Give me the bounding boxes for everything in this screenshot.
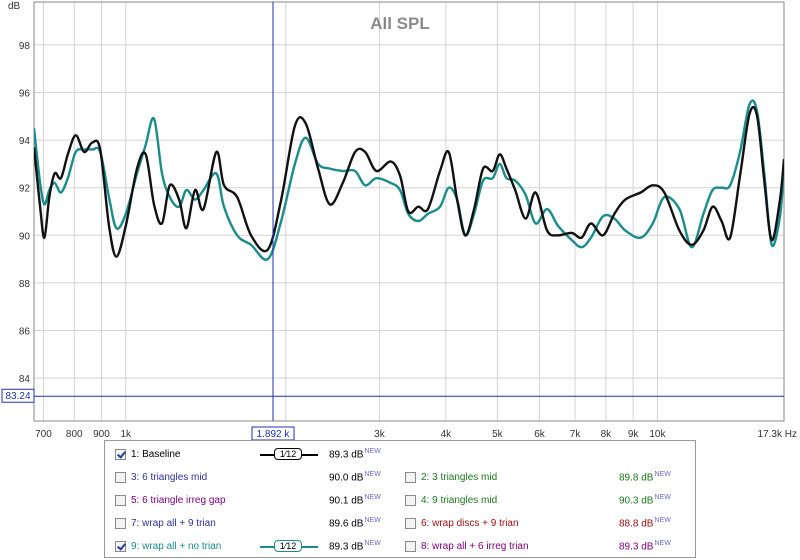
legend-checkbox[interactable] [405,517,416,529]
legend-label: 9: wrap all + no trian [131,540,222,552]
legend-checkbox[interactable] [115,540,126,552]
legend-value: 90.3 dBNEW [619,494,671,506]
x-tick-label: 10k [649,429,666,440]
new-tag: NEW [654,471,671,478]
legend-checkbox[interactable] [115,471,126,483]
y-tick-label: 98 [19,41,31,52]
legend-entry[interactable]: 1: Baseline [115,446,180,462]
smoothing-indicator[interactable]: 1⁄12 [260,448,318,460]
legend-checkbox[interactable] [405,471,416,483]
series-line-2 [34,99,784,261]
legend-value: 89.3 dBNEW [619,540,671,552]
y-tick-labels: 84 86 88 90 92 94 96 98 [19,41,31,385]
legend-label: 3: 6 triangles mid [131,471,208,483]
spl-chart[interactable]: dB All SPL 84 86 88 90 92 94 96 98 700 800 900 1k 3… [0,0,800,440]
legend-value-text: 90.1 dB [329,495,364,507]
new-tag: NEW [364,517,381,524]
legend-value-text: 90.3 dB [619,495,654,507]
legend-entry[interactable]: 7: wrap all + 9 trian [115,515,216,531]
legend-value-text: 88.8 dB [619,518,654,530]
series-line-1 [34,105,784,258]
legend-value: 90.0 dBNEW [329,471,381,483]
legend-panel: 1: Baseline 1⁄12 89.3 dBNEW 2: 3 triangles … [104,440,696,558]
cursor-frequency-box [251,426,295,440]
legend-checkbox[interactable] [115,448,126,460]
new-tag: NEW [364,540,381,547]
legend-entry[interactable]: 2: 3 triangles mid [405,469,497,485]
plot-area[interactable] [33,1,785,422]
legend-entry[interactable]: 3: 6 triangles mid [115,469,207,485]
legend-value-text: 89.3 dB [619,541,654,553]
cursor-frequency-readout: 1.892 k [257,429,291,440]
legend-entry[interactable]: 8: wrap all + 6 irreg trian [405,538,529,554]
legend-value-text: 89.3 dB [329,449,364,461]
cursor[interactable]: 1.892 k 83.24 [1,2,784,440]
y-tick-label: 90 [19,231,31,242]
x-tick-label: 1k [120,429,132,440]
new-tag: NEW [654,517,671,524]
chart-grid [34,2,784,421]
x-tick-label: 3k [374,429,386,440]
y-tick-label: 88 [19,279,31,290]
legend-checkbox[interactable] [115,517,126,529]
y-tick-label: 94 [19,136,31,147]
smoothing-label: 1⁄12 [274,540,302,552]
cursor-level-readout: 83.24 [5,391,30,402]
x-tick-label: 9k [628,429,640,440]
legend-label: 6: wrap discs + 9 trian [421,517,519,529]
legend-value: 88.8 dBNEW [619,517,671,529]
new-tag: NEW [364,494,381,501]
x-tick-label: 5k [492,429,504,440]
new-tag: NEW [364,448,381,455]
y-tick-label: 96 [19,88,31,99]
legend-label: 4: 9 triangles mid [421,494,498,506]
x-tick-label: 700 [35,429,52,440]
legend-value: 89.3 dBNEW [329,448,381,460]
chart-title: All SPL [370,14,430,33]
smoothing-indicator[interactable]: 1⁄12 [260,540,318,552]
x-tick-label: 800 [66,429,83,440]
smoothing-label: 1⁄12 [274,448,302,460]
x-tick-label: 17.3k Hz [758,429,797,440]
legend-value: 89.3 dBNEW [329,540,381,552]
legend-value: 90.1 dBNEW [329,494,381,506]
legend-label: 1: Baseline [131,448,181,460]
legend-entry[interactable]: 9: wrap all + no trian [115,538,221,554]
y-tick-label: 92 [19,184,31,195]
y-axis-label: dB [8,1,21,12]
legend-checkbox[interactable] [115,494,126,506]
series-lines [34,99,784,261]
legend-label: 7: wrap all + 9 trian [131,517,216,529]
y-tick-label: 86 [19,327,31,338]
legend-value-text: 89.3 dB [329,541,364,553]
legend-value-text: 90.0 dB [329,472,364,484]
x-tick-labels: 700 800 900 1k 3k 4k 5k 6k 7k 8k 9k 10k 17.3k Hz [35,429,797,440]
legend-value: 89.8 dBNEW [619,471,671,483]
legend-value-text: 89.6 dB [329,518,364,530]
legend-entry[interactable]: 5: 6 triangle irreg gap [115,492,226,508]
new-tag: NEW [364,471,381,478]
legend-label: 5: 6 triangle irreg gap [131,494,226,506]
legend-checkbox[interactable] [405,540,416,552]
new-tag: NEW [654,540,671,547]
legend-label: 8: wrap all + 6 irreg trian [421,540,529,552]
legend-entry[interactable]: 4: 9 triangles mid [405,492,497,508]
x-tick-label: 8k [601,429,613,440]
legend-value: 89.6 dBNEW [329,517,381,529]
cursor-level-box [1,388,35,403]
legend-value-text: 89.8 dB [619,472,654,484]
legend-checkbox[interactable] [405,494,416,506]
x-tick-label: 4k [441,429,453,440]
new-tag: NEW [654,494,671,501]
x-tick-label: 6k [534,429,546,440]
legend-entry[interactable]: 6: wrap discs + 9 trian [405,515,519,531]
x-tick-label: 900 [93,429,110,440]
legend-label: 2: 3 triangles mid [421,471,498,483]
x-tick-label: 7k [570,429,582,440]
y-tick-label: 84 [19,374,31,385]
